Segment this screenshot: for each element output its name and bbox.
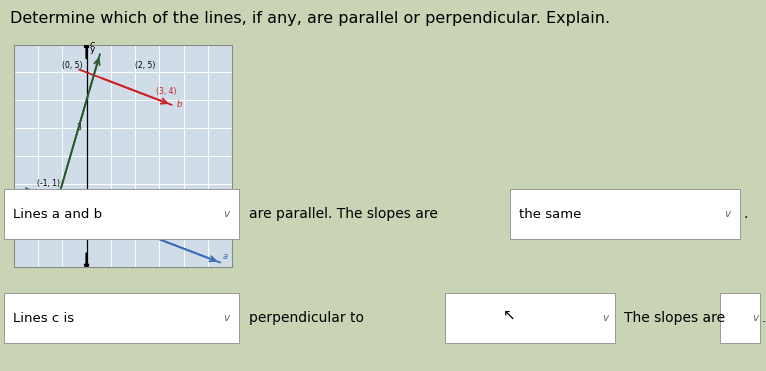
Text: (2, 0): (2, 0) [138,198,158,207]
Text: Lines c is: Lines c is [13,312,74,325]
Text: Lines a and b: Lines a and b [13,208,103,221]
Text: the same: the same [519,208,581,221]
Text: v: v [752,313,758,323]
Text: 3: 3 [77,124,82,132]
Text: v: v [602,313,608,323]
Text: v: v [224,209,230,219]
Text: v: v [224,313,230,323]
Text: b: b [176,100,182,109]
FancyArrow shape [11,209,26,214]
Text: .: . [761,312,765,325]
Text: y: y [90,45,95,54]
Text: (-1, 1): (-1, 1) [37,179,60,188]
Text: (2, 5): (2, 5) [135,60,155,70]
Text: (3, 4): (3, 4) [155,87,176,96]
Text: (0, 5): (0, 5) [62,60,83,70]
Text: Determine which of the lines, if any, are parallel or perpendicular. Explain.: Determine which of the lines, if any, ar… [10,11,610,26]
FancyArrow shape [84,42,89,58]
Text: x: x [215,217,220,226]
Text: c: c [90,40,94,49]
FancyArrow shape [220,209,234,214]
Text: .: . [743,207,748,221]
Text: ↖: ↖ [503,308,516,323]
FancyArrow shape [84,253,89,270]
Text: a: a [222,252,228,260]
Text: (0, 0): (0, 0) [62,217,83,226]
Text: The slopes are: The slopes are [624,311,725,325]
Text: perpendicular to: perpendicular to [249,311,364,325]
Text: v: v [725,209,731,219]
Text: 5: 5 [205,219,211,227]
Text: are parallel. The slopes are: are parallel. The slopes are [249,207,438,221]
Text: 2: 2 [133,219,137,227]
